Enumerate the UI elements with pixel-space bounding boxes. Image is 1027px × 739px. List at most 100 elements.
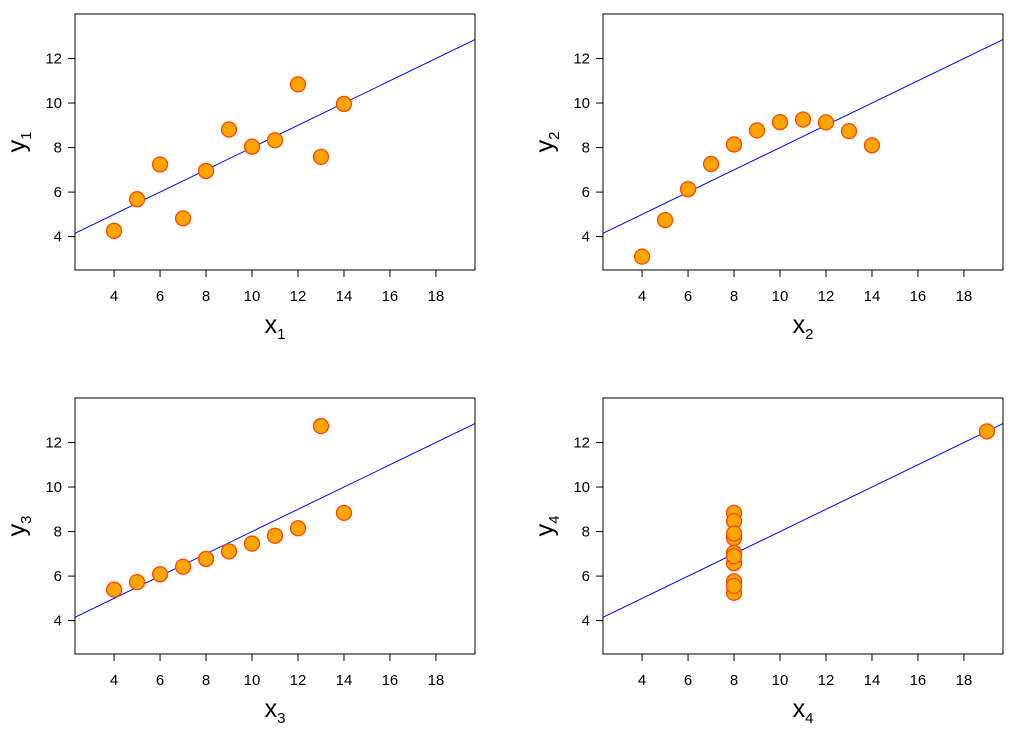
x-tick-label: 6 bbox=[156, 288, 164, 305]
x-tick-label: 14 bbox=[864, 672, 881, 689]
y-axis-label: y2 bbox=[531, 132, 563, 153]
y-tick-label: 12 bbox=[573, 51, 590, 68]
data-point bbox=[197, 550, 215, 568]
data-point bbox=[702, 155, 720, 173]
x-tick-label: 4 bbox=[638, 288, 646, 305]
x-tick-label: 10 bbox=[772, 672, 789, 689]
y-tick-label: 8 bbox=[54, 524, 62, 541]
data-point bbox=[335, 504, 353, 522]
data-point bbox=[725, 136, 743, 153]
plot-frame bbox=[602, 397, 1004, 655]
data-point bbox=[128, 573, 146, 591]
x-tick-label: 6 bbox=[684, 288, 692, 305]
data-point bbox=[289, 520, 307, 537]
x-tick-label: 4 bbox=[110, 672, 118, 689]
x-tick-label: 16 bbox=[382, 288, 399, 305]
data-point bbox=[220, 121, 238, 138]
x-tick-label: 12 bbox=[290, 288, 307, 305]
y-tick-label: 12 bbox=[573, 435, 590, 452]
y-tick-label: 6 bbox=[582, 568, 590, 585]
data-point bbox=[725, 548, 743, 565]
data-point bbox=[312, 148, 330, 166]
data-point bbox=[243, 535, 261, 552]
y-tick-label: 8 bbox=[54, 140, 62, 157]
data-point bbox=[748, 122, 766, 139]
data-point bbox=[679, 181, 697, 198]
y-tick-label: 10 bbox=[45, 95, 62, 112]
data-point bbox=[978, 423, 996, 440]
y-tick-label: 4 bbox=[54, 613, 62, 630]
y-tick-label: 8 bbox=[582, 524, 590, 541]
x-axis-label: x3 bbox=[265, 695, 286, 727]
data-point bbox=[197, 162, 215, 180]
x-tick-label: 8 bbox=[202, 288, 210, 305]
x-axis-label: x2 bbox=[793, 311, 814, 343]
data-point bbox=[266, 132, 284, 149]
x-tick-label: 10 bbox=[772, 288, 789, 305]
x-tick-label: 16 bbox=[910, 672, 927, 689]
y-axis-label: y4 bbox=[531, 516, 563, 537]
data-point bbox=[220, 543, 238, 560]
data-point bbox=[174, 558, 192, 575]
y-tick-label: 4 bbox=[54, 229, 62, 246]
y-tick-label: 8 bbox=[582, 140, 590, 157]
x-tick-label: 8 bbox=[730, 288, 738, 305]
x-tick-label: 18 bbox=[428, 672, 445, 689]
data-point bbox=[266, 527, 284, 544]
x-tick-label: 18 bbox=[428, 288, 445, 305]
y-tick-label: 4 bbox=[582, 229, 590, 246]
data-point bbox=[128, 191, 146, 208]
x-tick-label: 14 bbox=[864, 288, 881, 305]
data-point bbox=[840, 122, 858, 140]
data-point bbox=[725, 525, 743, 542]
y-tick-label: 10 bbox=[573, 479, 590, 496]
x-tick-label: 12 bbox=[818, 672, 835, 689]
x-tick-label: 8 bbox=[730, 672, 738, 689]
data-point bbox=[633, 248, 651, 265]
data-point bbox=[312, 417, 330, 435]
plot-frame bbox=[74, 397, 476, 655]
plot-frame bbox=[74, 13, 476, 271]
x-tick-label: 8 bbox=[202, 672, 210, 689]
x-tick-label: 6 bbox=[156, 672, 164, 689]
y-tick-label: 6 bbox=[582, 184, 590, 201]
data-point bbox=[794, 111, 812, 128]
x-tick-label: 14 bbox=[336, 672, 353, 689]
x-tick-label: 14 bbox=[336, 288, 353, 305]
y-tick-label: 10 bbox=[573, 95, 590, 112]
data-point bbox=[105, 581, 123, 598]
data-point bbox=[656, 211, 674, 229]
data-point bbox=[174, 210, 192, 227]
x-tick-label: 6 bbox=[684, 672, 692, 689]
data-point bbox=[863, 137, 881, 154]
data-point bbox=[817, 114, 835, 131]
x-tick-label: 16 bbox=[910, 288, 927, 305]
data-point bbox=[151, 156, 169, 173]
x-axis-label: x4 bbox=[793, 695, 814, 727]
y-tick-label: 6 bbox=[54, 568, 62, 585]
y-axis-label: y3 bbox=[3, 516, 35, 537]
regression-line bbox=[603, 39, 1003, 234]
data-point bbox=[151, 566, 169, 583]
plot-frame bbox=[602, 13, 1004, 271]
data-point bbox=[725, 577, 743, 595]
y-tick-label: 12 bbox=[45, 435, 62, 452]
x-tick-label: 12 bbox=[290, 672, 307, 689]
y-tick-label: 12 bbox=[45, 51, 62, 68]
x-tick-label: 10 bbox=[244, 672, 261, 689]
y-tick-label: 4 bbox=[582, 613, 590, 630]
x-tick-label: 12 bbox=[818, 288, 835, 305]
x-tick-label: 18 bbox=[956, 672, 973, 689]
data-point bbox=[289, 76, 307, 93]
data-point bbox=[243, 138, 261, 155]
x-tick-label: 4 bbox=[638, 672, 646, 689]
data-point bbox=[771, 114, 789, 131]
y-axis-label: y1 bbox=[3, 132, 35, 153]
y-tick-label: 10 bbox=[45, 479, 62, 496]
x-tick-label: 18 bbox=[956, 288, 973, 305]
